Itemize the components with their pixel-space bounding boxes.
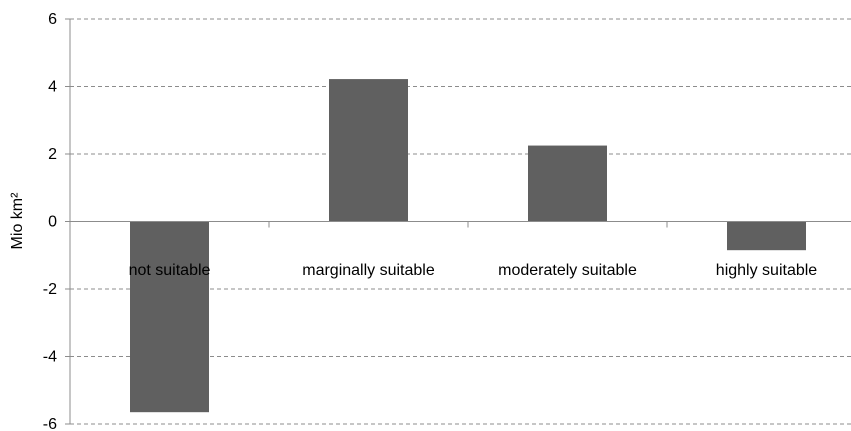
y-tick-label: 4	[48, 79, 57, 96]
y-tick-label: 2	[48, 146, 57, 163]
y-tick-label: -4	[43, 349, 57, 366]
bar-marginally-suitable	[329, 79, 408, 222]
y-tick-label: 0	[48, 214, 57, 231]
bar-not-suitable	[130, 221, 209, 413]
category-label: highly suitable	[716, 262, 818, 279]
category-label: not suitable	[129, 262, 211, 279]
category-label: moderately suitable	[498, 262, 637, 279]
labels: -6 -4 -2 0 2 4 6 not suitable marginally suitabl…	[43, 11, 818, 431]
bar-moderately-suitable	[528, 145, 607, 222]
y-axis-title: Mio km²	[9, 192, 26, 250]
y-tick-label: -6	[43, 416, 57, 431]
y-tick-label: -2	[43, 281, 57, 298]
axes	[65, 18, 851, 425]
category-label: marginally suitable	[302, 262, 435, 279]
bar-highly-suitable	[727, 221, 806, 251]
y-tick-label: 6	[48, 11, 57, 28]
bars	[130, 79, 806, 413]
